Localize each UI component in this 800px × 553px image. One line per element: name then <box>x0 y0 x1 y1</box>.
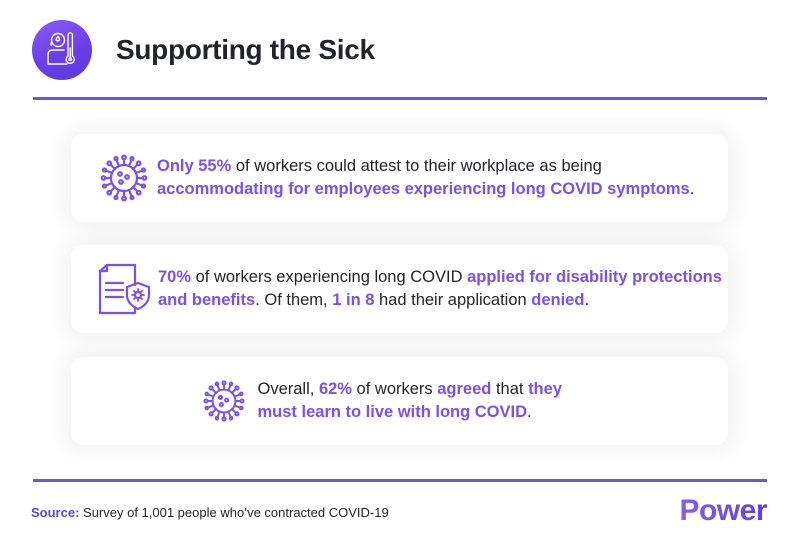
virus-icon <box>202 374 246 428</box>
stat-highlight: accommodating for employees experiencing… <box>157 180 690 198</box>
virus-icon <box>99 153 149 203</box>
footer-divider <box>33 479 767 482</box>
stat-text-plain: of workers <box>351 380 438 398</box>
stat-card-live-with-long-covid: Overall, 62% of workers agreed that they… <box>71 357 728 445</box>
stat-text: 70% of workers experiencing long COVID a… <box>158 266 728 312</box>
stat-highlight: 70% <box>158 268 192 286</box>
document-shield-icon <box>97 263 153 315</box>
stat-text-plain: of workers could attest to their workpla… <box>231 157 602 175</box>
stat-highlight: 62% <box>318 380 352 398</box>
stat-text-plain: of workers experiencing long COVID <box>191 268 468 286</box>
header-divider <box>33 97 767 100</box>
stat-card-workplace-accommodation: Only 55% of workers could attest to thei… <box>71 134 728 222</box>
stat-highlight: Only 55% <box>157 157 232 175</box>
source-label: Source: <box>31 505 80 520</box>
stat-text-plain: had their application <box>374 291 532 309</box>
sick-person-thermometer-icon <box>32 20 92 80</box>
stat-text: Overall, 62% of workers agreed that they… <box>258 378 588 424</box>
stat-text-plain: . <box>689 180 695 198</box>
stat-text-plain: that <box>491 380 529 398</box>
stat-highlight: agreed <box>437 380 492 398</box>
header: Supporting the Sick <box>32 20 375 80</box>
page-title: Supporting the Sick <box>116 34 375 65</box>
source-citation: Source: Survey of 1,001 people who’ve co… <box>31 505 389 520</box>
stat-text: Only 55% of workers could attest to thei… <box>157 155 694 201</box>
stat-highlight: 1 in 8 <box>332 291 375 309</box>
source-text: Survey of 1,001 people who’ve contracted… <box>79 505 389 520</box>
power-logo: Power <box>679 494 767 527</box>
stat-text-plain: Overall, <box>257 380 319 398</box>
stat-highlight: denied <box>531 291 585 309</box>
stat-highlight: applied for disability protections and b… <box>158 268 722 309</box>
stat-text-plain: . Of them, <box>255 291 333 309</box>
stat-highlight: they must learn to live with long COVID <box>257 380 563 421</box>
stat-card-disability-benefits: 70% of workers experiencing long COVID a… <box>71 245 728 333</box>
stat-text-plain: . <box>527 403 532 421</box>
stat-text-plain: . <box>584 291 590 309</box>
